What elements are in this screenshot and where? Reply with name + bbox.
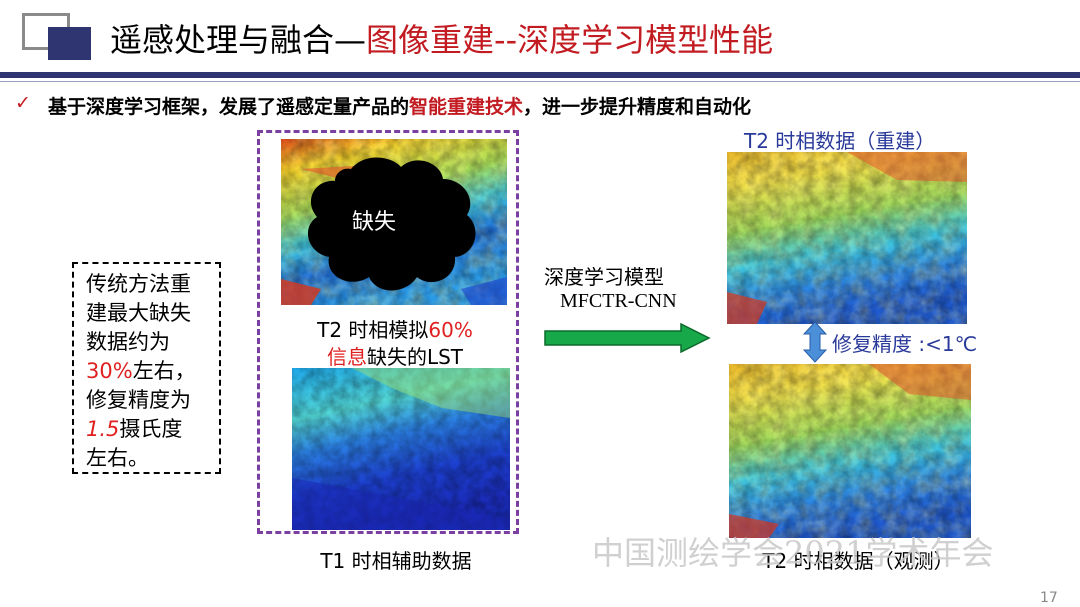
caption-highlight: 信息 (326, 345, 367, 369)
note-line: 数据约为 (86, 330, 170, 354)
auxiliary-data-caption: T1 时相辅助数据 (320, 549, 472, 573)
reconstructed-lst-image (727, 152, 967, 324)
note-highlight: 1.5 (86, 417, 120, 441)
reconstructed-data-caption: T2 时相数据（重建） (744, 129, 936, 153)
note-line: 1.5摄氏度 (86, 415, 182, 444)
bullet-text: 基于深度学习框架，发展了遥感定量产品的智能重建技术，进一步提升精度和自动化 (48, 92, 751, 119)
checkmark-icon: ✓ (15, 92, 31, 114)
note-line: 修复精度为 (86, 388, 191, 412)
header-divider-thin (0, 81, 1080, 82)
note-line: 建最大缺失 (86, 301, 191, 325)
note-text: 左右， (132, 359, 196, 383)
note-line: 传统方法重 (86, 272, 191, 296)
bullet-text-after: ，进一步提升精度和自动化 (523, 96, 752, 118)
note-box: 传统方法重 建最大缺失 数据约为 30%左右， 修复精度为 1.5摄氏度 左右。 (72, 262, 221, 474)
observed-lst-image (729, 364, 971, 538)
simulated-missing-lst-image (281, 139, 507, 305)
missing-region-label: 缺失 (352, 210, 397, 235)
title-part-2: 图像重建--深度学习模型性能 (366, 21, 774, 59)
conference-watermark: 中国测绘学会2021学术年会 (592, 534, 994, 572)
page-title: 遥感处理与融合—图像重建--深度学习模型性能 (110, 20, 773, 60)
header-divider (0, 72, 1080, 78)
title-part-1: 遥感处理与融合— (110, 21, 367, 59)
note-line: 左右。 (86, 446, 149, 470)
bullet-text-highlight: 智能重建技术 (409, 96, 524, 118)
model-name-label: MFCTR-CNN (560, 290, 677, 312)
note-line: 30%左右， (86, 357, 196, 386)
page-number: 17 (1040, 590, 1058, 606)
logo-filled-square (48, 27, 91, 60)
input-data-group (257, 130, 519, 534)
note-text: 摄氏度 (119, 417, 183, 441)
accuracy-label: 修复精度 :<1℃ (832, 332, 978, 356)
simulated-lst-caption-line1: T2 时相模拟60% (282, 314, 508, 343)
caption-highlight: 60% (428, 318, 473, 342)
up-down-arrow-icon (802, 321, 828, 367)
note-highlight: 30% (86, 359, 133, 383)
model-label-chinese: 深度学习模型 (544, 265, 664, 289)
caption-text: T2 时相模拟 (317, 318, 429, 342)
bullet-text-before: 基于深度学习框架，发展了遥感定量产品的 (48, 96, 410, 118)
observed-data-caption: T2 时相数据（观测） (762, 549, 954, 573)
right-arrow-icon (543, 322, 713, 357)
caption-text: 缺失的LST (366, 345, 464, 369)
simulated-lst-caption-line2: 信息缺失的LST (282, 341, 508, 370)
auxiliary-data-image (292, 368, 510, 530)
